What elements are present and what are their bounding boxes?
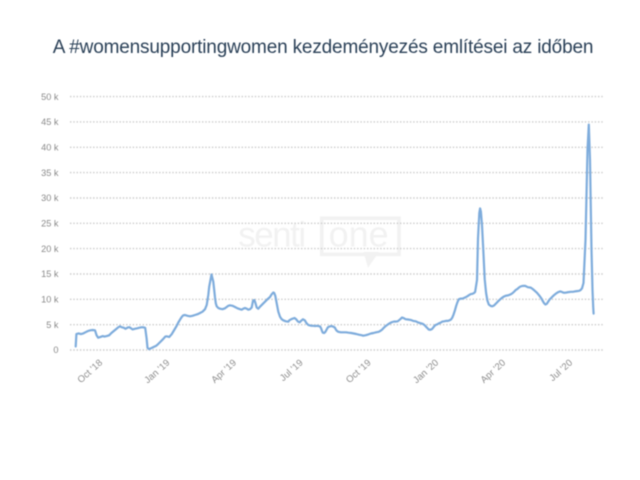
svg-text:40 k: 40 k (41, 143, 59, 153)
svg-text:20 k: 20 k (41, 244, 59, 254)
svg-text:15 k: 15 k (41, 269, 59, 279)
svg-text:5 k: 5 k (46, 320, 59, 330)
svg-text:30 k: 30 k (41, 193, 59, 203)
svg-text:10 k: 10 k (41, 295, 59, 305)
svg-text:45 k: 45 k (41, 117, 59, 127)
svg-text:25 k: 25 k (41, 219, 59, 229)
svg-text:35 k: 35 k (41, 168, 59, 178)
svg-text:one: one (329, 214, 389, 255)
svg-text:50 k: 50 k (41, 92, 59, 102)
svg-text:A #womensupportingwomen kezdem: A #womensupportingwomen kezdeményezés em… (53, 37, 594, 58)
svg-text:0: 0 (53, 345, 58, 355)
